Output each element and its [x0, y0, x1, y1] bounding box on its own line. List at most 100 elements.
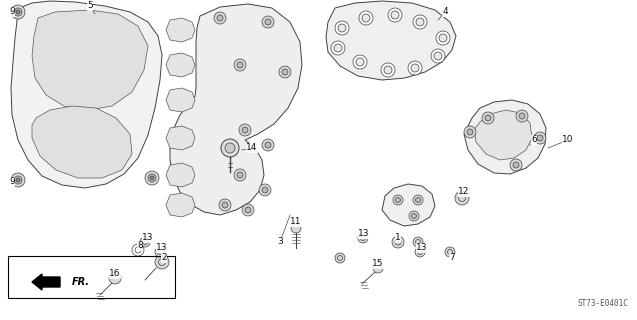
Text: 13: 13: [416, 244, 428, 252]
Text: 7: 7: [449, 253, 455, 262]
Circle shape: [519, 113, 525, 119]
Circle shape: [467, 129, 473, 135]
Text: 8: 8: [137, 242, 143, 251]
Circle shape: [485, 115, 491, 121]
Circle shape: [358, 233, 368, 243]
Text: 5: 5: [87, 2, 93, 11]
Circle shape: [516, 110, 528, 122]
Circle shape: [353, 55, 367, 69]
Circle shape: [132, 244, 144, 256]
Circle shape: [464, 126, 476, 138]
Circle shape: [534, 132, 546, 144]
Text: 3: 3: [277, 237, 283, 246]
Circle shape: [416, 18, 424, 26]
Circle shape: [396, 197, 401, 203]
Text: 2: 2: [161, 253, 167, 262]
Circle shape: [359, 11, 373, 25]
Text: 14: 14: [247, 143, 258, 153]
Polygon shape: [474, 110, 532, 160]
Polygon shape: [166, 163, 195, 187]
Circle shape: [537, 135, 543, 141]
Circle shape: [373, 263, 383, 273]
Circle shape: [262, 16, 274, 28]
Circle shape: [335, 253, 345, 263]
Circle shape: [356, 58, 364, 66]
Circle shape: [413, 15, 427, 29]
Circle shape: [362, 14, 370, 22]
Circle shape: [408, 61, 422, 75]
Circle shape: [439, 34, 447, 42]
Circle shape: [221, 139, 239, 157]
Circle shape: [334, 44, 342, 52]
Bar: [8, 256, 175, 298]
Text: FR.: FR.: [72, 277, 90, 287]
Circle shape: [234, 59, 246, 71]
Circle shape: [259, 184, 271, 196]
Polygon shape: [32, 10, 148, 110]
Circle shape: [413, 195, 423, 205]
Text: 10: 10: [562, 135, 574, 145]
Circle shape: [245, 207, 251, 213]
Text: 16: 16: [110, 269, 121, 278]
Polygon shape: [170, 4, 302, 215]
Circle shape: [109, 272, 121, 284]
Circle shape: [150, 176, 154, 180]
Circle shape: [279, 66, 291, 78]
Text: 12: 12: [458, 188, 469, 196]
Circle shape: [381, 63, 395, 77]
Circle shape: [262, 187, 268, 193]
Circle shape: [237, 172, 243, 178]
Circle shape: [436, 31, 450, 45]
Circle shape: [14, 8, 22, 16]
Polygon shape: [166, 18, 195, 42]
Circle shape: [262, 139, 274, 151]
Circle shape: [412, 213, 417, 219]
Polygon shape: [166, 88, 195, 112]
Polygon shape: [166, 126, 195, 150]
Circle shape: [455, 191, 469, 205]
Circle shape: [242, 127, 248, 133]
Circle shape: [384, 66, 392, 74]
Circle shape: [445, 247, 455, 257]
Circle shape: [392, 236, 404, 248]
Polygon shape: [166, 193, 195, 217]
Circle shape: [234, 169, 246, 181]
Circle shape: [510, 159, 522, 171]
Circle shape: [391, 11, 399, 19]
Polygon shape: [382, 184, 435, 226]
Text: ST73-E0401C: ST73-E0401C: [577, 299, 628, 308]
Text: 1: 1: [395, 234, 401, 243]
Circle shape: [217, 15, 223, 21]
FancyArrow shape: [32, 274, 60, 290]
Circle shape: [14, 176, 22, 184]
Text: 9: 9: [9, 178, 15, 187]
Polygon shape: [32, 106, 132, 178]
Circle shape: [225, 143, 235, 153]
Polygon shape: [326, 1, 456, 80]
Text: 11: 11: [290, 218, 302, 227]
Polygon shape: [11, 1, 162, 188]
Circle shape: [513, 162, 519, 168]
Polygon shape: [464, 100, 546, 174]
Circle shape: [335, 21, 349, 35]
Circle shape: [331, 41, 345, 55]
Circle shape: [145, 171, 159, 185]
Circle shape: [11, 5, 25, 19]
Circle shape: [431, 49, 445, 63]
Circle shape: [482, 112, 494, 124]
Text: 6: 6: [531, 135, 537, 145]
Circle shape: [222, 202, 228, 208]
Circle shape: [338, 24, 346, 32]
Circle shape: [16, 178, 20, 182]
Circle shape: [415, 197, 420, 203]
Circle shape: [411, 64, 419, 72]
Text: 13: 13: [358, 229, 369, 238]
Circle shape: [393, 195, 403, 205]
Circle shape: [214, 12, 226, 24]
Circle shape: [265, 142, 271, 148]
Circle shape: [413, 237, 423, 247]
Circle shape: [239, 124, 251, 136]
Circle shape: [282, 69, 288, 75]
Circle shape: [434, 52, 442, 60]
Circle shape: [155, 255, 169, 269]
